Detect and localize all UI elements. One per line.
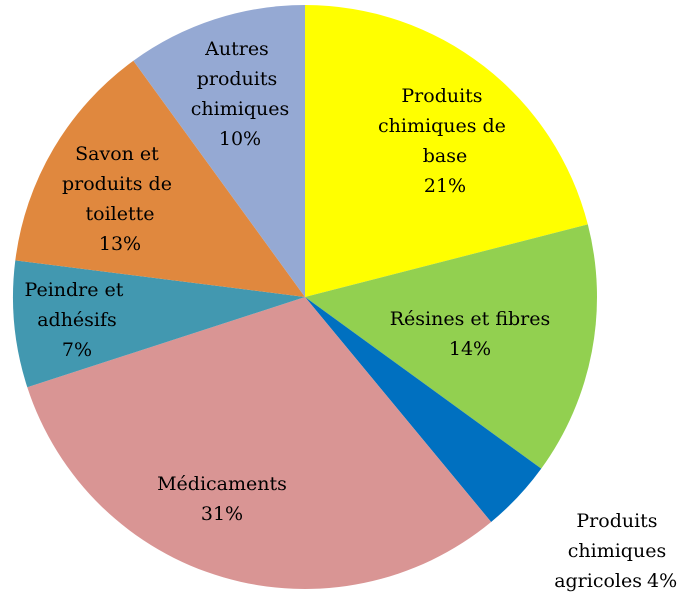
slice-label: Produits chimiques de base xyxy=(378,85,512,167)
pie-slice xyxy=(15,60,305,298)
label-line: Produits xyxy=(576,510,663,532)
pie-slice xyxy=(305,5,588,297)
value-label: 13% xyxy=(99,233,141,255)
label-line: base xyxy=(423,145,468,167)
label-line: agricoles xyxy=(554,570,642,592)
value-label: 4% xyxy=(647,570,677,592)
label-line: produits xyxy=(197,68,284,90)
label-line: chimiques xyxy=(568,540,672,562)
slice-label: Autres produits chimiques xyxy=(191,38,289,120)
label-line: Autres xyxy=(204,38,275,60)
pie-slice xyxy=(13,260,306,388)
pie-slice xyxy=(305,224,597,469)
slice-label: Peindre et adhésifs xyxy=(25,279,130,331)
pie-slice xyxy=(305,297,542,522)
label-line: Résines et fibres xyxy=(390,308,550,330)
label-line: chimiques de xyxy=(378,115,512,137)
label-line: produits de xyxy=(62,173,178,195)
slice-label: Produits chimiques agricoles xyxy=(554,510,672,592)
pie-slice xyxy=(27,297,492,590)
label-line: Médicaments xyxy=(157,473,287,495)
label-line: Produits xyxy=(401,85,488,107)
value-label: 14% xyxy=(449,338,491,360)
label-line: adhésifs xyxy=(37,309,117,331)
label-line: toilette xyxy=(86,203,155,225)
label-line: Peindre et xyxy=(25,279,130,301)
value-label: 7% xyxy=(62,339,92,361)
label-line: chimiques xyxy=(191,98,289,120)
label-line: Savon et xyxy=(75,143,165,165)
slice-label: Résines et fibres xyxy=(390,308,550,330)
value-label: 21% xyxy=(424,175,466,197)
value-label: 31% xyxy=(201,503,243,525)
value-label: 10% xyxy=(219,128,261,150)
pie-slice xyxy=(133,5,305,297)
slice-label: Médicaments xyxy=(157,473,287,495)
slice-label: Savon et produits de toilette xyxy=(62,143,178,225)
